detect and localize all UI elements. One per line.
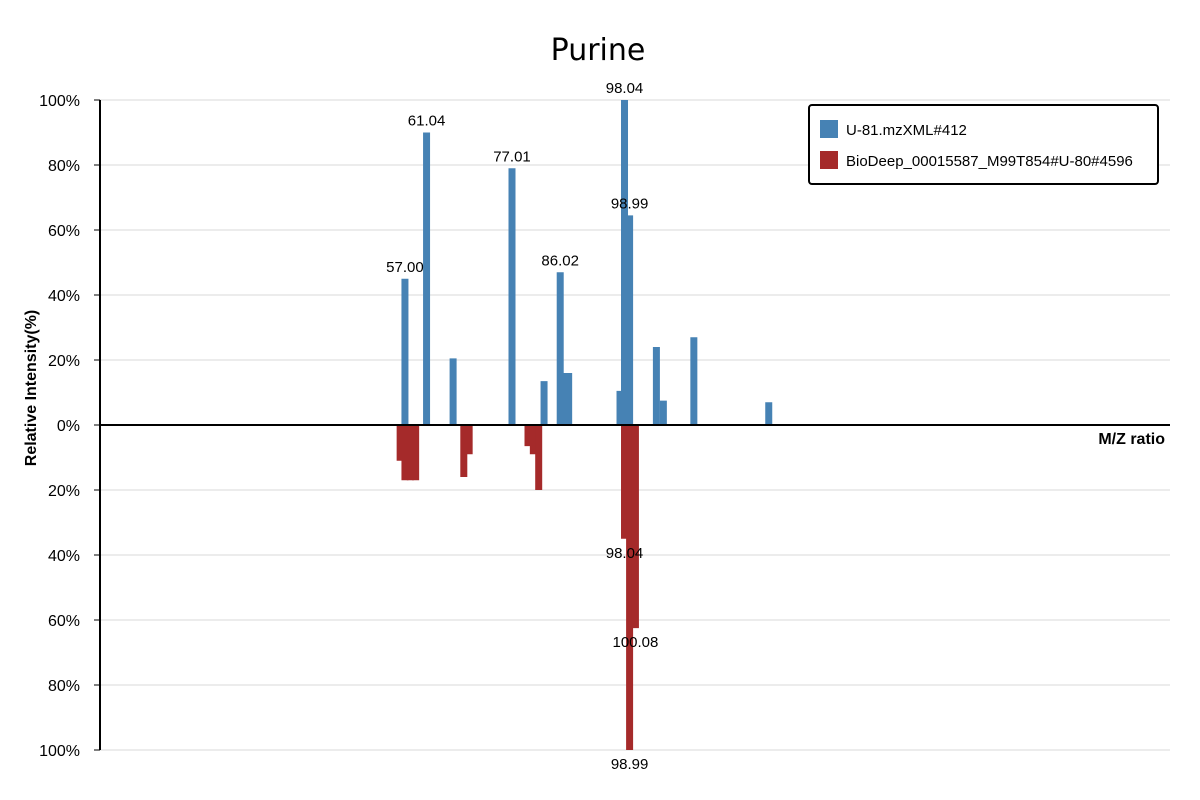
reference-peak-bar	[460, 425, 468, 477]
reference-peak-bar	[465, 425, 473, 455]
y-ticks: 100% 80% 60% 40% 20% 0% 20% 40% 60% 80% 100%	[39, 93, 100, 760]
y-tick-label: 80%	[48, 678, 80, 695]
query-peak-bar	[621, 100, 629, 425]
y-tick-label: 40%	[48, 548, 80, 565]
query-peak-label: 61.04	[408, 113, 446, 130]
reference-peak-bar	[626, 425, 634, 750]
query-peak-bar	[401, 278, 409, 425]
y-tick-label: 40%	[48, 288, 80, 305]
legend-label-reference: BioDeep_00015587_M99T854#U-80#4596	[846, 153, 1133, 170]
y-axis-label: Relative Intensity(%)	[23, 310, 40, 466]
query-peak-label: 77.01	[493, 148, 531, 165]
query-peak-bar	[423, 132, 431, 425]
query-peak-bar	[540, 381, 548, 426]
legend-swatch-reference	[820, 151, 838, 169]
query-peak-bar	[690, 337, 698, 425]
reference-peak-bar	[621, 425, 629, 539]
peak-labels: 57.00 61.04 77.01 86.02 98.04 98.99 98.04 98.99…	[386, 80, 658, 773]
legend-label-query: U-81.mzXML#412	[846, 122, 967, 139]
query-peak-label: 98.04	[606, 80, 644, 97]
legend-swatch-query	[820, 120, 838, 138]
x-axis-label: M/Z ratio	[1098, 431, 1165, 448]
query-peak-bar	[626, 215, 634, 426]
reference-peak-bar	[524, 425, 532, 447]
reference-peak-label: 100.08	[612, 634, 658, 651]
chart-title: Purine	[551, 33, 646, 68]
reference-peak-bar	[535, 425, 543, 490]
query-peak-bar	[556, 272, 564, 425]
query-peak-label: 86.02	[541, 252, 579, 269]
y-tick-label: 100%	[39, 93, 80, 110]
reference-peak-bar	[631, 425, 639, 629]
y-tick-label: 0%	[57, 418, 80, 435]
reference-peak-bar	[396, 425, 404, 461]
query-peak-bar	[765, 402, 773, 425]
query-peak-bar	[449, 358, 457, 426]
y-tick-label: 100%	[39, 743, 80, 760]
legend: U-81.mzXML#412 BioDeep_00015587_M99T854#…	[808, 104, 1159, 185]
reference-peak-bar	[406, 425, 414, 481]
reference-peak-label: 98.04	[606, 545, 644, 562]
query-peak-bar	[565, 373, 573, 425]
y-tick-label: 60%	[48, 613, 80, 630]
y-tick-label: 60%	[48, 223, 80, 240]
legend-box	[808, 104, 1159, 185]
reference-peak-label: 98.99	[611, 756, 649, 773]
reference-peak-bar	[529, 425, 537, 455]
query-peak-bar	[508, 168, 516, 425]
query-peak-label: 57.00	[386, 259, 424, 276]
reference-peak-bar	[401, 425, 409, 481]
y-tick-label: 20%	[48, 483, 80, 500]
bars	[396, 100, 773, 750]
query-peak-bar	[652, 347, 660, 425]
query-peak-bar	[616, 390, 624, 426]
query-peak-label: 98.99	[611, 195, 649, 212]
reference-peak-bar	[412, 425, 420, 481]
y-tick-label: 20%	[48, 353, 80, 370]
y-tick-label: 80%	[48, 158, 80, 175]
query-peak-bar	[659, 400, 667, 426]
